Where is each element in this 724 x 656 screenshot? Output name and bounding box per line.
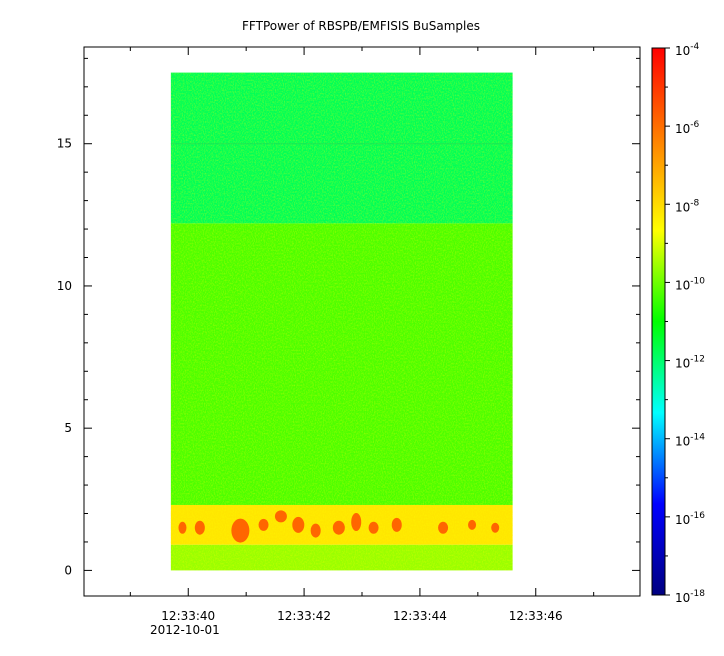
colorbar-tick-base: 10 [675,591,690,605]
x-tick-label: 12:33:44 [393,609,447,623]
colorbar-tick-base: 10 [675,513,690,527]
colorbar-tick-base: 10 [675,200,690,214]
colorbar-tick-label: 10-12 [675,355,705,371]
spectrogram-spot [194,520,205,535]
spectrogram-spot [332,520,345,535]
spectrogram-spot [274,510,287,523]
y-tick-label: 0 [64,563,72,577]
y-tick-label: 10 [57,279,72,293]
colorbar-tick-label: 10-10 [675,276,705,292]
spectrogram-noise [170,72,513,571]
spectrogram-spot [258,518,269,531]
colorbar-tick-exponent: -6 [690,120,699,130]
colorbar-tick-exponent: -16 [690,511,705,521]
colorbar-tick-label: 10-8 [675,198,700,214]
spectrogram-spot [491,522,500,533]
colorbar-tick-exponent: -12 [690,355,705,365]
y-axis: 0 5 10 15 [57,57,640,577]
colorbar [651,47,666,596]
colorbar-tick-label: 10-14 [675,433,705,449]
spectrogram-spot [231,518,250,543]
spectrogram-image [170,72,513,571]
x-axis-date-label: 2012-10-01 [150,623,220,637]
spectrogram-spot [310,523,321,538]
spectrogram-spot [368,521,379,534]
colorbar-tick-base: 10 [675,435,690,449]
colorbar-tick-base: 10 [675,278,690,292]
spectrogram-spot [351,513,362,532]
colorbar-tick-base: 10 [675,122,690,136]
colorbar-tick-exponent: -4 [690,42,699,52]
chart-title: FFTPower of RBSPB/EMFISIS BuSamples [242,19,480,33]
spectrogram-spot [468,519,477,530]
colorbar-tick-base: 10 [675,357,690,371]
colorbar-tick-label: 10-16 [675,511,705,527]
y-tick-label: 5 [64,421,72,435]
x-tick-label: 12:33:42 [277,609,331,623]
spectrogram-spot [438,521,449,534]
colorbar-tick-exponent: -8 [690,198,699,208]
colorbar-tick-exponent: -14 [690,433,705,443]
spectrogram-spot [391,517,402,532]
colorbar-tick-base: 10 [675,44,690,58]
colorbar-tick-label: 10-4 [675,42,700,58]
spectrogram-spot [178,521,187,534]
x-axis: 12:33:40 12:33:42 12:33:44 12:33:46 [129,47,595,623]
colorbar-tick-exponent: -18 [690,589,705,599]
x-tick-label: 12:33:40 [161,609,215,623]
colorbar-tick-label: 10-18 [675,589,705,605]
y-tick-label: 15 [57,137,72,151]
spectrogram-spot [292,516,305,533]
x-tick-label: 12:33:46 [509,609,563,623]
colorbar-tick-label: 10-6 [675,120,700,136]
colorbar-tick-exponent: -10 [690,276,705,286]
